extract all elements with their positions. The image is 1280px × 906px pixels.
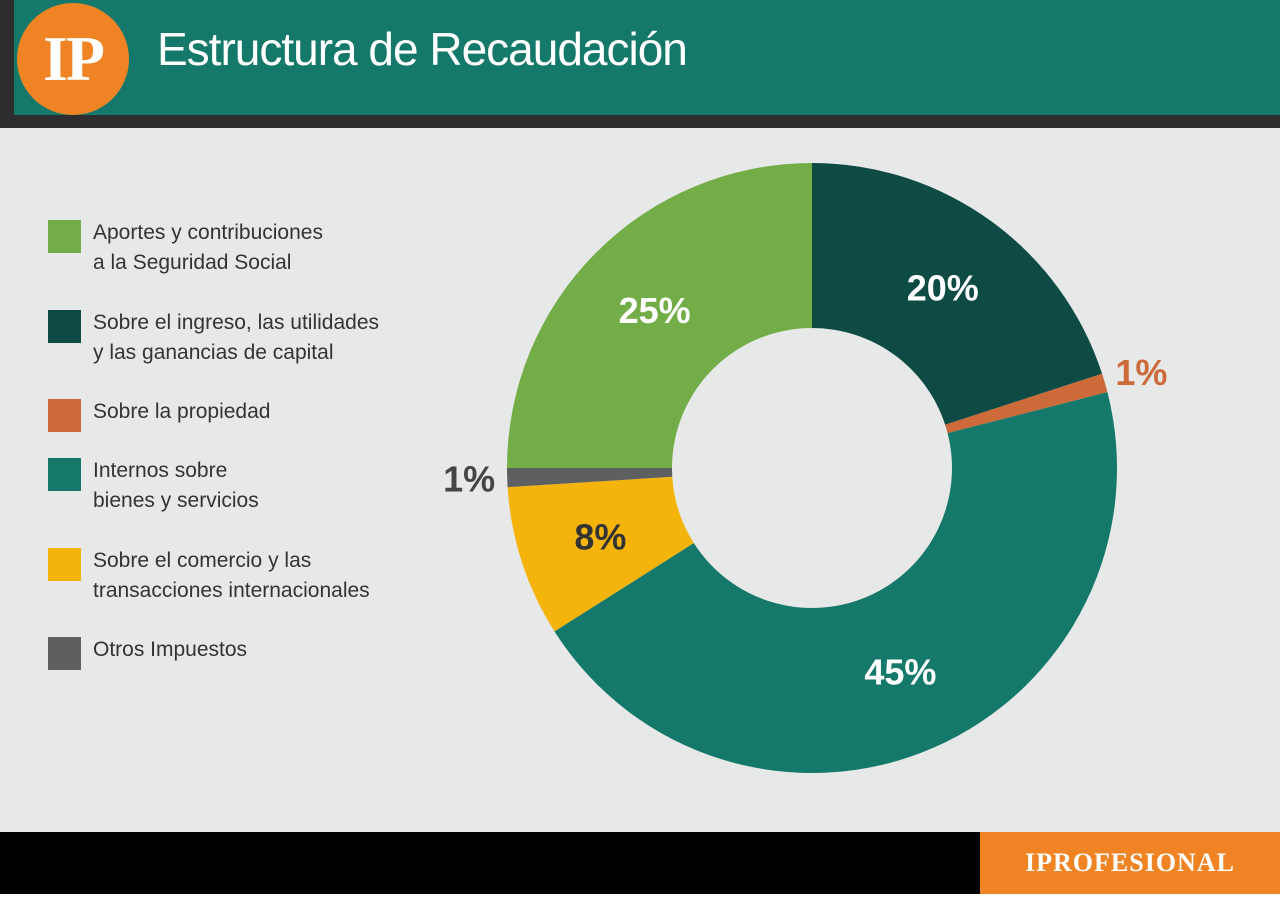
page-title: Estructura de Recaudación [157, 23, 688, 75]
slice-label: 8% [574, 516, 626, 557]
legend-label: Sobre la propiedad [93, 400, 271, 423]
header-divider [0, 115, 1280, 128]
header-bar [0, 0, 1280, 115]
chart-panel: Aportes y contribuciones a la Seguridad … [0, 128, 1280, 832]
legend-swatch [48, 637, 81, 670]
donut-slice [507, 468, 673, 488]
legend-label: Internos sobre bienes y servicios [93, 459, 259, 512]
legend-label: Sobre el ingreso, las utilidades y las g… [93, 311, 380, 364]
legend-swatch [48, 458, 81, 491]
slice-label: 20% [907, 267, 979, 308]
donut-slice [554, 392, 1117, 773]
legend-label: Aportes y contribuciones a la Seguridad … [93, 221, 323, 274]
footer-bar: IPROFESIONAL [0, 832, 1280, 894]
legend-swatch [48, 548, 81, 581]
legend-swatch [48, 220, 81, 253]
slice-label: 1% [1115, 352, 1167, 393]
slice-label: 45% [864, 652, 936, 693]
donut-slice [812, 163, 1103, 425]
slice-label: 25% [619, 290, 691, 331]
donut-slice [507, 163, 812, 468]
donut-chart: 20% 1% 45% 8% 1% 25% [443, 163, 1167, 773]
legend-swatch [48, 399, 81, 432]
legend-label: Otros Impuestos [93, 638, 248, 661]
header-left-accent [0, 0, 14, 128]
bottom-strip [0, 894, 1280, 906]
slice-label: 1% [443, 458, 495, 499]
donut-slice [945, 373, 1108, 434]
donut-slice [507, 476, 694, 632]
legend-label: Sobre el comercio y las transacciones in… [93, 549, 370, 602]
legend-swatch [48, 310, 81, 343]
footer-brand-logo: IPROFESIONAL [980, 832, 1280, 894]
ip-logo: IP [17, 3, 129, 115]
